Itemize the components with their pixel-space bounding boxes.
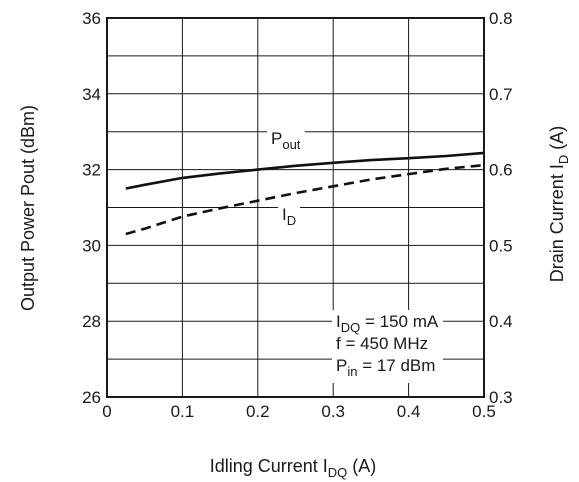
series-line-pout (125, 151, 485, 190)
y-right-tick-label: 0.7 (489, 85, 513, 104)
series-label-id: ID (282, 205, 296, 228)
conditions-box-background (332, 310, 443, 383)
series-lines (125, 151, 485, 236)
y-left-tick-label: 30 (82, 236, 101, 255)
condition-line: Pin = 17 dBm (336, 356, 435, 379)
y-right-tick-label: 0.5 (489, 236, 513, 255)
conditions-annotation: IDQ = 150 mAf = 450 MHz Pin = 17 dBm (336, 312, 439, 379)
x-tick-label: 0 (102, 402, 111, 421)
condition-line: IDQ = 150 mA (336, 312, 439, 335)
x-tick-label: 0.3 (321, 402, 345, 421)
y-left-tick-label: 28 (82, 312, 101, 331)
y-axis-right-label: Drain Current ID (A) (547, 126, 571, 282)
pout-label-background (267, 127, 305, 154)
id-label-background (278, 203, 301, 230)
y-right-tick-label: 0.3 (489, 388, 513, 407)
x-axis-label: Idling Current IDQ (A) (210, 456, 377, 480)
y-left-tick-label: 34 (82, 85, 101, 104)
x-tick-label: 0.2 (246, 402, 270, 421)
y-right-tick-label: 0.8 (489, 9, 513, 28)
y-axis-left-label: Output Power Pout (dBm) (18, 105, 38, 311)
y-left-tick-label: 36 (82, 9, 101, 28)
series-line-id (125, 163, 485, 236)
x-tick-label: 0.1 (171, 402, 195, 421)
plot-frame (106, 17, 485, 398)
series-label-pout: Pout (271, 129, 301, 152)
x-tick-label: 0.5 (472, 402, 496, 421)
x-tick-label: 0.4 (397, 402, 421, 421)
y-right-tick-label: 0.6 (489, 161, 513, 180)
y-right-tick-label: 0.4 (489, 312, 513, 331)
tick-labels: 0 0.1 0.2 0.3 0.4 0.5 26 28 30 32 34 36 0.3 0.4 0.5 0.6… (82, 9, 513, 421)
y-left-tick-label: 26 (82, 388, 101, 407)
condition-line: f = 450 MHz (336, 334, 428, 353)
y-left-tick-label: 32 (82, 161, 101, 180)
